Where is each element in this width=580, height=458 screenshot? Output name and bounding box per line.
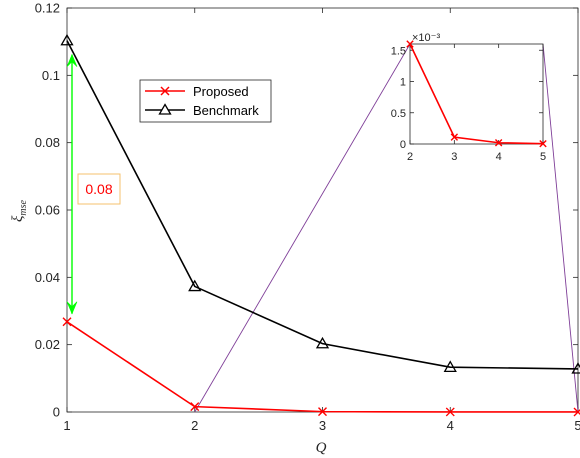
y-tick-label: 0.06 [35,203,60,218]
x-tick-label: 4 [447,418,454,433]
inset-x-tick-label: 5 [540,151,546,163]
legend-benchmark-label: Benchmark [193,103,259,118]
x-tick-label: 3 [319,418,326,433]
proposed-series-point [62,317,72,327]
zoom-link-line [194,43,411,413]
proposed-series-point [318,407,327,417]
inset-proposed-series-point [450,133,459,141]
y-axis-label-subscript: mse [18,199,29,215]
inset-proposed-series-point [494,139,503,147]
annotation-box [77,173,121,205]
benchmark-series-point [315,336,330,349]
inset-proposed-series-line [409,43,544,145]
inset-exponent-label: ×10⁻³ [412,32,440,44]
y-tick-label: 0.08 [35,135,60,150]
inset-x-tick-label: 4 [496,151,502,163]
annotation-value: 0.08 [85,181,112,197]
benchmark-series-point [443,360,457,372]
x-tick-label: 5 [574,418,580,433]
legend-proposed-label: Proposed [193,84,249,99]
y-tick-label: 0.12 [35,1,60,16]
benchmark-series-point [188,279,202,292]
benchmark-series-point [571,362,580,374]
annotation-arrow-head-down [66,301,78,315]
benchmark-series-line [66,40,579,370]
inset-zoom-chart: 2 3 4 5 0 0.5 1 1.5 ×10⁻³ [391,32,547,163]
y-tick-label: 0.1 [42,68,60,83]
y-tick-label: 0.02 [35,337,60,352]
inset-x-tick-label: 3 [451,151,457,163]
zoom-link-lines [194,43,579,413]
inset-x-tick-label: 2 [407,151,413,163]
benchmark-series-point [60,33,74,46]
zoom-link-line [542,43,579,413]
x-tick-label: 2 [191,418,198,433]
x-tick-label: 1 [63,418,70,433]
proposed-series-point [190,402,200,412]
y-tick-label: 0 [53,405,60,420]
legend: Proposed Benchmark [139,79,272,123]
x-axis-label: Q [316,440,327,456]
inset-y-tick-label: 0 [400,139,406,151]
difference-annotation: 0.08 [66,53,121,315]
inset-y-tick-label: 1 [400,77,406,89]
inset-y-tick-label: 1.5 [391,45,406,57]
y-tick-label: 0.04 [35,270,60,285]
proposed-series-point [445,407,455,417]
inset-proposed-series-point [539,139,547,148]
legend-proposed-marker [160,86,170,96]
inset-proposed-series-point [406,40,414,48]
main-plot-area [60,33,580,417]
legend-benchmark-marker [158,103,172,115]
inset-frame [409,43,544,145]
inset-y-tick-label: 0.5 [391,108,406,120]
y-axis-label: ξmse [10,199,29,222]
annotation-arrow-head-up [66,53,78,67]
proposed-series-point [573,407,580,417]
